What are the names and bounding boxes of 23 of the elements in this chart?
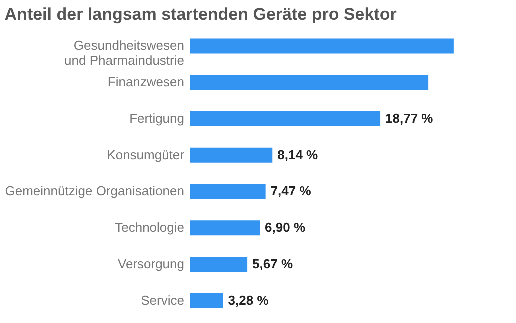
y-tick-label: Fertigung xyxy=(130,110,184,126)
y-tick-label: Technologie xyxy=(115,220,184,236)
bar xyxy=(190,148,273,163)
bar xyxy=(190,184,266,200)
bar xyxy=(190,38,454,54)
y-tick-label: Gesundheitswesen und Pharmaindustrie xyxy=(64,38,184,68)
data-label: 7,47 % xyxy=(270,184,312,199)
bar xyxy=(190,293,224,308)
y-tick-label: Finanzwesen xyxy=(108,74,184,90)
bar xyxy=(190,75,429,90)
data-label: 18,77 % xyxy=(386,110,434,126)
bar xyxy=(190,111,381,126)
y-tick-label: Service xyxy=(141,292,184,308)
y-tick-label: Gemeinnützige Organisationen xyxy=(5,184,184,199)
data-label: 5,67 % xyxy=(252,256,294,272)
data-label: 8,14 % xyxy=(278,147,319,162)
chart-title: Anteil der langsam startenden Geräte pro Sektor xyxy=(4,5,398,24)
data-label: 3,28 % xyxy=(228,292,270,308)
bar xyxy=(190,256,248,272)
bar xyxy=(190,220,260,236)
y-tick-label: Versorgung xyxy=(118,256,184,272)
data-label: 6,90 % xyxy=(265,220,306,236)
y-tick-label: Konsumgüter xyxy=(107,147,186,162)
